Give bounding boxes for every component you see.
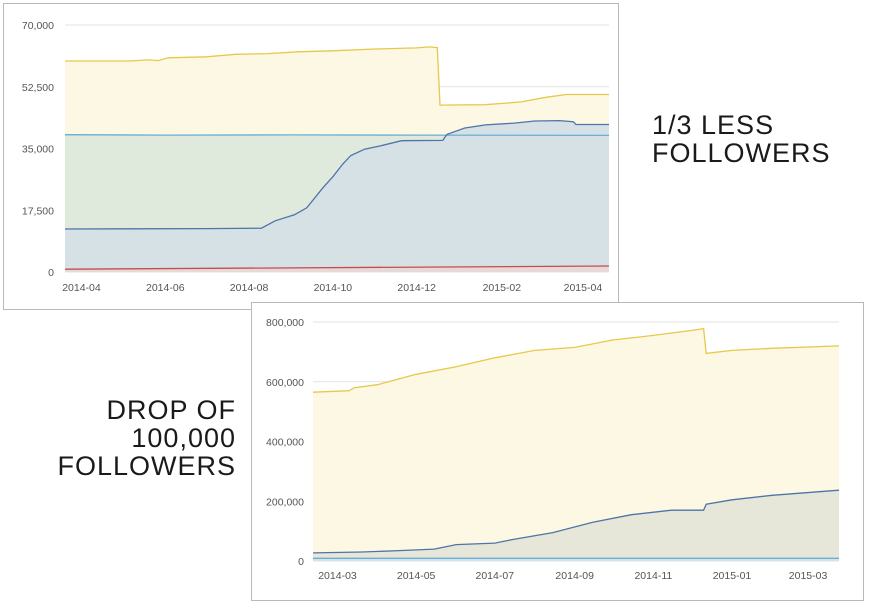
series-area-4 — [65, 266, 609, 272]
y-tick-label: 35,000 — [22, 144, 54, 156]
x-tick-label: 2014-08 — [230, 282, 269, 294]
annotation-line: FOLLOWERS — [652, 138, 831, 168]
x-tick-label: 2014-09 — [555, 570, 594, 582]
series-line-3 — [64, 119, 609, 230]
bottom-followers-chart: 0 200,000 400,000 600,000 800,000 2014-03 2014… — [266, 317, 840, 582]
x-tick-label: 2014-06 — [146, 282, 185, 294]
series-area-1 — [313, 328, 839, 561]
y-tick-label: 0 — [298, 556, 304, 568]
y-tick-label: 600,000 — [266, 377, 304, 389]
y-tick-label: 800,000 — [266, 317, 304, 329]
series-area-2 — [313, 490, 839, 561]
series-line-4 — [64, 265, 610, 270]
x-tick-label: 2014-10 — [314, 282, 353, 294]
top-followers-chart: 0 17,500 35,000 52,500 70,000 2014-04 2014-06 2… — [22, 20, 610, 294]
x-tick-label: 2014-05 — [397, 570, 436, 582]
y-tick-label: 400,000 — [266, 437, 304, 449]
y-tick-label: 52,500 — [22, 82, 54, 94]
series-line-2 — [312, 489, 840, 554]
top-chart-panel: 0 17,500 35,000 52,500 70,000 2014-04 2014-06 2… — [3, 3, 619, 310]
annotation-line: 1/3 LESS — [652, 110, 775, 140]
annotation-line: 100,000 — [131, 423, 236, 453]
x-tick-label: 2015-01 — [713, 570, 752, 582]
annotation-less-followers: 1/3 LESS FOLLOWERS — [652, 111, 831, 167]
annotation-line: DROP OF — [106, 395, 236, 425]
series-line-1 — [312, 327, 840, 393]
x-tick-label: 2015-04 — [564, 282, 603, 294]
x-tick-label: 2014-03 — [318, 570, 357, 582]
y-tick-label: 17,500 — [22, 205, 54, 217]
annotation-drop-followers: DROP OF 100,000 FOLLOWERS — [40, 396, 236, 480]
x-tick-label: 2014-11 — [634, 570, 672, 582]
x-tick-label: 2014-12 — [397, 282, 436, 294]
y-tick-label: 0 — [48, 267, 54, 279]
x-tick-label: 2015-02 — [483, 282, 522, 294]
y-tick-label: 200,000 — [266, 496, 304, 508]
series-area-3 — [313, 558, 839, 561]
series-area-3 — [65, 120, 609, 272]
bottom-chart-panel: 0 200,000 400,000 600,000 800,000 2014-03 2014… — [251, 302, 864, 601]
x-tick-label: 2015-03 — [789, 570, 828, 582]
annotation-line: FOLLOWERS — [57, 451, 236, 481]
y-tick-label: 70,000 — [22, 20, 54, 32]
series-line-1 — [65, 46, 609, 106]
series-line-2 — [64, 134, 610, 137]
x-tick-label: 2014-07 — [476, 570, 515, 582]
x-tick-label: 2014-04 — [62, 282, 101, 294]
